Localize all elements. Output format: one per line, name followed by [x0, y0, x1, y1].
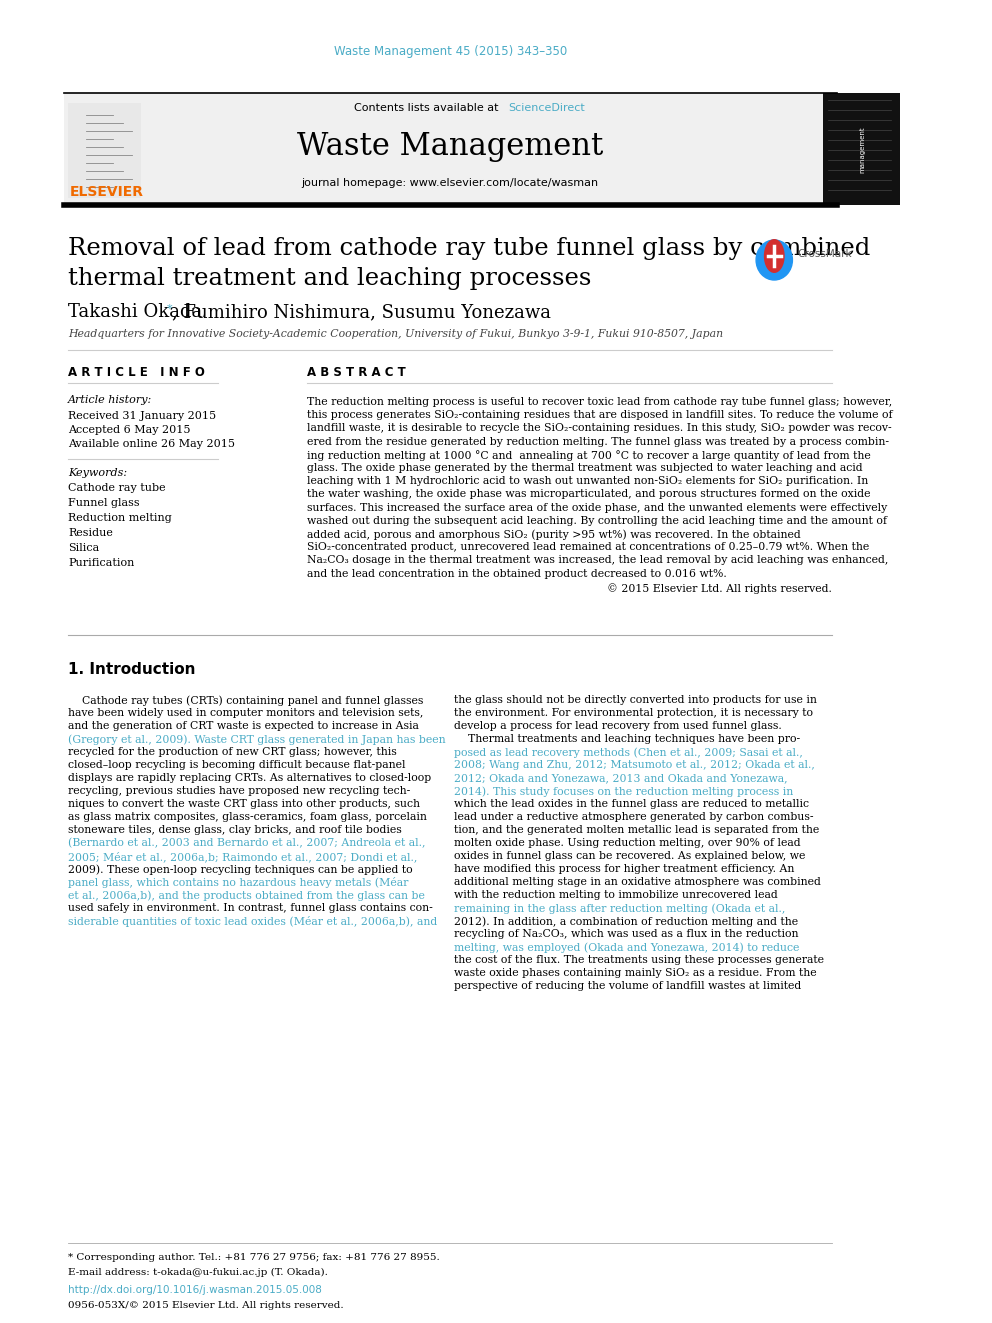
Text: closed–loop recycling is becoming difficult because flat-panel: closed–loop recycling is becoming diffic…	[68, 759, 406, 770]
Text: waste oxide phases containing mainly SiO₂ as a residue. From the: waste oxide phases containing mainly SiO…	[454, 968, 816, 978]
Text: © 2015 Elsevier Ltd. All rights reserved.: © 2015 Elsevier Ltd. All rights reserved…	[607, 583, 832, 594]
Text: added acid, porous and amorphous SiO₂ (purity >95 wt%) was recovered. In the obt: added acid, porous and amorphous SiO₂ (p…	[307, 529, 801, 540]
Text: Article history:: Article history:	[68, 396, 153, 405]
Text: have been widely used in computer monitors and television sets,: have been widely used in computer monito…	[68, 708, 424, 718]
Ellipse shape	[764, 239, 785, 273]
Text: ing reduction melting at 1000 °C and  annealing at 700 °C to recover a large qua: ing reduction melting at 1000 °C and ann…	[307, 450, 871, 460]
Text: 2005; Méar et al., 2006a,b; Raimondo et al., 2007; Dondi et al.,: 2005; Méar et al., 2006a,b; Raimondo et …	[68, 851, 418, 861]
Text: lead under a reductive atmosphere generated by carbon combus-: lead under a reductive atmosphere genera…	[454, 812, 813, 822]
Text: 2008; Wang and Zhu, 2012; Matsumoto et al., 2012; Okada et al.,: 2008; Wang and Zhu, 2012; Matsumoto et a…	[454, 759, 814, 770]
Text: 0956-053X/© 2015 Elsevier Ltd. All rights reserved.: 0956-053X/© 2015 Elsevier Ltd. All right…	[68, 1301, 343, 1310]
Text: A R T I C L E   I N F O: A R T I C L E I N F O	[68, 366, 205, 380]
Text: leaching with 1 M hydrochloric acid to wash out unwanted non-SiO₂ elements for S: leaching with 1 M hydrochloric acid to w…	[307, 476, 868, 486]
Text: The reduction melting process is useful to recover toxic lead from cathode ray t: The reduction melting process is useful …	[307, 397, 892, 407]
Text: SiO₂-concentrated product, unrecovered lead remained at concentrations of 0.25–0: SiO₂-concentrated product, unrecovered l…	[307, 542, 869, 552]
Text: Available online 26 May 2015: Available online 26 May 2015	[68, 439, 235, 448]
Text: Na₂CO₃ dosage in the thermal treatment was increased, the lead removal by acid l: Na₂CO₃ dosage in the thermal treatment w…	[307, 556, 888, 565]
Text: Residue: Residue	[68, 528, 113, 538]
Text: 2012). In addition, a combination of reduction melting and the: 2012). In addition, a combination of red…	[454, 916, 798, 926]
Text: additional melting stage in an oxidative atmosphere was combined: additional melting stage in an oxidative…	[454, 877, 820, 886]
Text: perspective of reducing the volume of landfill wastes at limited: perspective of reducing the volume of la…	[454, 980, 802, 991]
Text: Contents lists available at: Contents lists available at	[354, 103, 502, 112]
Text: niques to convert the waste CRT glass into other products, such: niques to convert the waste CRT glass in…	[68, 799, 420, 808]
Text: 2012; Okada and Yonezawa, 2013 and Okada and Yonezawa,: 2012; Okada and Yonezawa, 2013 and Okada…	[454, 773, 788, 783]
Text: the environment. For environmental protection, it is necessary to: the environment. For environmental prote…	[454, 708, 812, 718]
Text: the water washing, the oxide phase was microparticulated, and porous structures : the water washing, the oxide phase was m…	[307, 490, 870, 499]
Text: A B S T R A C T: A B S T R A C T	[307, 366, 406, 380]
Text: the glass should not be directly converted into products for use in: the glass should not be directly convert…	[454, 695, 816, 705]
Text: glass. The oxide phase generated by the thermal treatment was subjected to water: glass. The oxide phase generated by the …	[307, 463, 862, 474]
Text: as glass matrix composites, glass-ceramics, foam glass, porcelain: as glass matrix composites, glass-cerami…	[68, 812, 427, 822]
Text: Reduction melting: Reduction melting	[68, 513, 172, 523]
Text: and the generation of CRT waste is expected to increase in Asia: and the generation of CRT waste is expec…	[68, 721, 419, 732]
Text: E-mail address: t-okada@u-fukui.ac.jp (T. Okada).: E-mail address: t-okada@u-fukui.ac.jp (T…	[68, 1267, 328, 1277]
Text: this process generates SiO₂-containing residues that are disposed in landfill si: this process generates SiO₂-containing r…	[307, 410, 893, 421]
Circle shape	[756, 239, 793, 280]
Text: Waste Management 45 (2015) 343–350: Waste Management 45 (2015) 343–350	[333, 45, 566, 58]
Text: the cost of the flux. The treatments using these processes generate: the cost of the flux. The treatments usi…	[454, 955, 823, 964]
Text: develop a process for lead recovery from used funnel glass.: develop a process for lead recovery from…	[454, 721, 782, 732]
FancyBboxPatch shape	[823, 93, 901, 205]
Text: displays are rapidly replacing CRTs. As alternatives to closed-loop: displays are rapidly replacing CRTs. As …	[68, 773, 432, 783]
Text: Waste Management: Waste Management	[297, 131, 603, 163]
Text: ELSEVIER: ELSEVIER	[70, 185, 144, 198]
Text: Purification: Purification	[68, 558, 135, 568]
Text: , Fumihiro Nishimura, Susumu Yonezawa: , Fumihiro Nishimura, Susumu Yonezawa	[173, 303, 552, 321]
Text: Silica: Silica	[68, 542, 99, 553]
Text: 2014). This study focuses on the reduction melting process in: 2014). This study focuses on the reducti…	[454, 786, 793, 796]
Text: posed as lead recovery methods (Chen et al., 2009; Sasai et al.,: posed as lead recovery methods (Chen et …	[454, 747, 803, 758]
Text: washed out during the subsequent acid leaching. By controlling the acid leaching: washed out during the subsequent acid le…	[307, 516, 887, 525]
Text: *: *	[167, 304, 173, 314]
Text: with the reduction melting to immobilize unrecovered lead: with the reduction melting to immobilize…	[454, 890, 778, 900]
Text: ScienceDirect: ScienceDirect	[508, 103, 585, 112]
Text: panel glass, which contains no hazardous heavy metals (Méar: panel glass, which contains no hazardous…	[68, 877, 409, 888]
Text: Accepted 6 May 2015: Accepted 6 May 2015	[68, 425, 190, 435]
Text: Takashi Okada: Takashi Okada	[68, 303, 202, 321]
Text: oxides in funnel glass can be recovered. As explained below, we: oxides in funnel glass can be recovered.…	[454, 851, 806, 861]
Text: melting, was employed (Okada and Yonezawa, 2014) to reduce: melting, was employed (Okada and Yonezaw…	[454, 942, 800, 953]
Text: stoneware tiles, dense glass, clay bricks, and roof tile bodies: stoneware tiles, dense glass, clay brick…	[68, 826, 402, 835]
Text: have modified this process for higher treatment efficiency. An: have modified this process for higher tr…	[454, 864, 795, 875]
Text: http://dx.doi.org/10.1016/j.wasman.2015.05.008: http://dx.doi.org/10.1016/j.wasman.2015.…	[68, 1285, 322, 1295]
Text: Removal of lead from cathode ray tube funnel glass by combined: Removal of lead from cathode ray tube fu…	[68, 237, 870, 259]
Text: (Bernardo et al., 2003 and Bernardo et al., 2007; Andreola et al.,: (Bernardo et al., 2003 and Bernardo et a…	[68, 837, 426, 848]
Text: (Gregory et al., 2009). Waste CRT glass generated in Japan has been: (Gregory et al., 2009). Waste CRT glass …	[68, 734, 445, 745]
Text: Cathode ray tubes (CRTs) containing panel and funnel glasses: Cathode ray tubes (CRTs) containing pane…	[68, 695, 424, 705]
Text: thermal treatment and leaching processes: thermal treatment and leaching processes	[68, 266, 591, 290]
Text: landfill waste, it is desirable to recycle the SiO₂-containing residues. In this: landfill waste, it is desirable to recyc…	[307, 423, 892, 434]
Text: Cathode ray tube: Cathode ray tube	[68, 483, 166, 493]
Text: and the lead concentration in the obtained product decreased to 0.016 wt%.: and the lead concentration in the obtain…	[307, 569, 726, 578]
Text: Thermal treatments and leaching techniques have been pro-: Thermal treatments and leaching techniqu…	[454, 734, 800, 744]
Text: Received 31 January 2015: Received 31 January 2015	[68, 411, 216, 421]
Text: et al., 2006a,b), and the products obtained from the glass can be: et al., 2006a,b), and the products obtai…	[68, 890, 425, 901]
Text: journal homepage: www.elsevier.com/locate/wasman: journal homepage: www.elsevier.com/locat…	[302, 179, 599, 188]
Text: molten oxide phase. Using reduction melting, over 90% of lead: molten oxide phase. Using reduction melt…	[454, 837, 801, 848]
Text: recycling of Na₂CO₃, which was used as a flux in the reduction: recycling of Na₂CO₃, which was used as a…	[454, 929, 799, 939]
Text: Headquarters for Innovative Society-Academic Cooperation, University of Fukui, B: Headquarters for Innovative Society-Acad…	[68, 329, 723, 339]
Text: siderable quantities of toxic lead oxides (Méar et al., 2006a,b), and: siderable quantities of toxic lead oxide…	[68, 916, 437, 927]
Text: * Corresponding author. Tel.: +81 776 27 9756; fax: +81 776 27 8955.: * Corresponding author. Tel.: +81 776 27…	[68, 1253, 439, 1262]
Text: recycled for the production of new CRT glass; however, this: recycled for the production of new CRT g…	[68, 747, 397, 757]
Text: 2009). These open-loop recycling techniques can be applied to: 2009). These open-loop recycling techniq…	[68, 864, 413, 875]
Text: CrossMark: CrossMark	[798, 249, 852, 259]
Text: Funnel glass: Funnel glass	[68, 497, 140, 508]
Text: which the lead oxides in the funnel glass are reduced to metallic: which the lead oxides in the funnel glas…	[454, 799, 808, 808]
Text: used safely in environment. In contrast, funnel glass contains con-: used safely in environment. In contrast,…	[68, 904, 433, 913]
Text: management: management	[859, 127, 865, 173]
Text: remaining in the glass after reduction melting (Okada et al.,: remaining in the glass after reduction m…	[454, 904, 786, 914]
Text: surfaces. This increased the surface area of the oxide phase, and the unwanted e: surfaces. This increased the surface are…	[307, 503, 887, 512]
Text: recycling, previous studies have proposed new recycling tech-: recycling, previous studies have propose…	[68, 786, 411, 796]
FancyBboxPatch shape	[63, 93, 837, 205]
Text: ered from the residue generated by reduction melting. The funnel glass was treat: ered from the residue generated by reduc…	[307, 437, 889, 447]
Text: 1. Introduction: 1. Introduction	[68, 663, 195, 677]
FancyBboxPatch shape	[68, 103, 141, 198]
Text: tion, and the generated molten metallic lead is separated from the: tion, and the generated molten metallic …	[454, 826, 819, 835]
Text: Keywords:: Keywords:	[68, 468, 127, 478]
